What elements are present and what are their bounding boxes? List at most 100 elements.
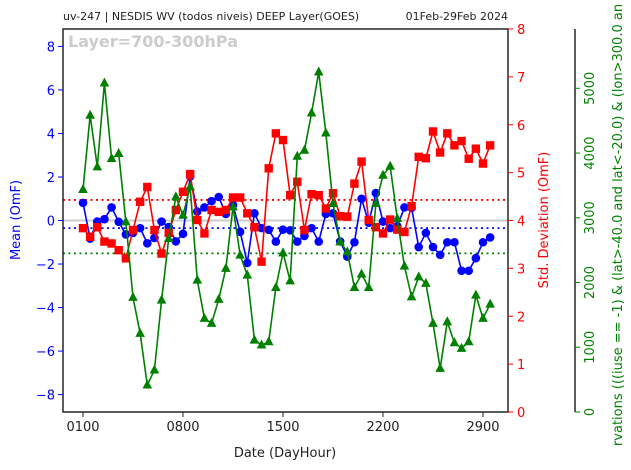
- data-point: [350, 179, 359, 188]
- data-point: [278, 135, 288, 145]
- x-tick-label: 2200: [366, 420, 399, 435]
- data-point: [135, 223, 145, 233]
- left-y-tick-label: −6: [36, 345, 55, 360]
- data-point: [285, 275, 295, 285]
- data-point: [206, 317, 217, 327]
- data-point: [428, 127, 438, 136]
- layer-annotation: Layer=700-300hPa: [68, 32, 238, 51]
- data-point: [178, 229, 188, 239]
- data-point: [307, 223, 316, 233]
- left-y-tick-label: −4: [36, 302, 55, 317]
- data-point: [193, 215, 202, 225]
- data-point: [400, 227, 409, 237]
- data-point: [364, 215, 373, 225]
- data-point: [264, 225, 274, 235]
- x-tick-label: 2900: [466, 420, 499, 435]
- data-point: [285, 190, 295, 200]
- data-point: [378, 229, 388, 238]
- data-point: [250, 209, 259, 218]
- data-point: [292, 237, 302, 246]
- series-layer: [78, 66, 495, 389]
- right-y-tick-label: 3: [517, 262, 525, 277]
- data-point: [406, 291, 417, 301]
- data-point: [485, 141, 495, 150]
- data-point: [393, 225, 402, 234]
- data-point: [350, 237, 359, 247]
- right-y-tick-label: 1: [517, 358, 525, 373]
- data-point: [271, 129, 281, 138]
- right-y-tick-label: 2: [517, 310, 525, 325]
- data-point: [78, 198, 88, 208]
- data-point: [207, 205, 216, 215]
- data-point: [313, 66, 324, 76]
- data-point: [421, 277, 431, 287]
- data-point: [242, 258, 252, 268]
- data-point: [400, 203, 409, 212]
- data-point: [185, 169, 195, 179]
- data-point: [485, 298, 495, 308]
- data-point: [385, 223, 395, 233]
- data-point: [321, 127, 331, 137]
- left-y-tick-label: 8: [47, 40, 55, 55]
- data-point: [471, 253, 481, 263]
- far-right-y-tick-label: 3000: [583, 201, 598, 234]
- data-point: [321, 204, 331, 213]
- data-point: [128, 225, 138, 235]
- data-point: [199, 312, 210, 322]
- data-point: [413, 271, 424, 281]
- data-point: [171, 205, 181, 215]
- data-point: [235, 227, 245, 237]
- x-tick-label: 0800: [166, 420, 199, 435]
- x-tick-label: 1500: [266, 420, 299, 435]
- data-point: [464, 266, 474, 276]
- data-point: [414, 242, 424, 252]
- data-point: [485, 233, 495, 242]
- data-point: [371, 223, 381, 232]
- data-point: [178, 209, 188, 219]
- data-point: [328, 189, 338, 198]
- far-right-y-axis: 0 1000 2000 3000 4000 5000: [574, 29, 598, 416]
- left-y-axis: −8 −6 −4 −2 0 2 4 6 8: [36, 40, 63, 404]
- data-point: [264, 164, 273, 173]
- right-y-tick-label: 0: [517, 406, 525, 421]
- data-point: [164, 228, 173, 238]
- data-point: [106, 153, 117, 163]
- data-point: [93, 223, 102, 232]
- right-y-tick-label: 7: [517, 71, 525, 86]
- data-point: [114, 245, 123, 255]
- data-point: [335, 236, 345, 246]
- data-point: [221, 205, 231, 215]
- data-point: [228, 193, 238, 202]
- data-point: [442, 316, 453, 326]
- data-point: [378, 217, 388, 226]
- data-point: [156, 294, 167, 304]
- data-point: [185, 181, 195, 191]
- data-point: [171, 237, 181, 246]
- data-point: [242, 269, 253, 279]
- data-point: [78, 223, 88, 233]
- data-point: [135, 327, 145, 337]
- data-point: [421, 228, 431, 238]
- far-right-y-tick-label: 0: [583, 408, 598, 416]
- data-point: [157, 217, 166, 226]
- data-point: [292, 150, 303, 160]
- data-point: [278, 247, 288, 257]
- chart-date-range: 01Feb-29Feb 2024: [406, 10, 508, 23]
- data-point: [428, 317, 438, 327]
- data-point: [271, 281, 281, 291]
- data-point: [121, 216, 131, 226]
- data-point: [385, 160, 395, 170]
- data-point: [478, 237, 488, 247]
- data-point: [100, 214, 109, 224]
- data-point: [213, 293, 224, 303]
- data-point: [478, 312, 488, 322]
- data-point: [371, 197, 381, 207]
- data-point: [414, 152, 423, 162]
- right-y-axis-label: Std. Deviation (OmF): [537, 152, 552, 289]
- data-point: [463, 336, 474, 346]
- data-point: [128, 291, 138, 301]
- data-point: [343, 212, 352, 221]
- data-point: [214, 192, 224, 202]
- data-point: [443, 129, 452, 138]
- data-point: [471, 289, 481, 299]
